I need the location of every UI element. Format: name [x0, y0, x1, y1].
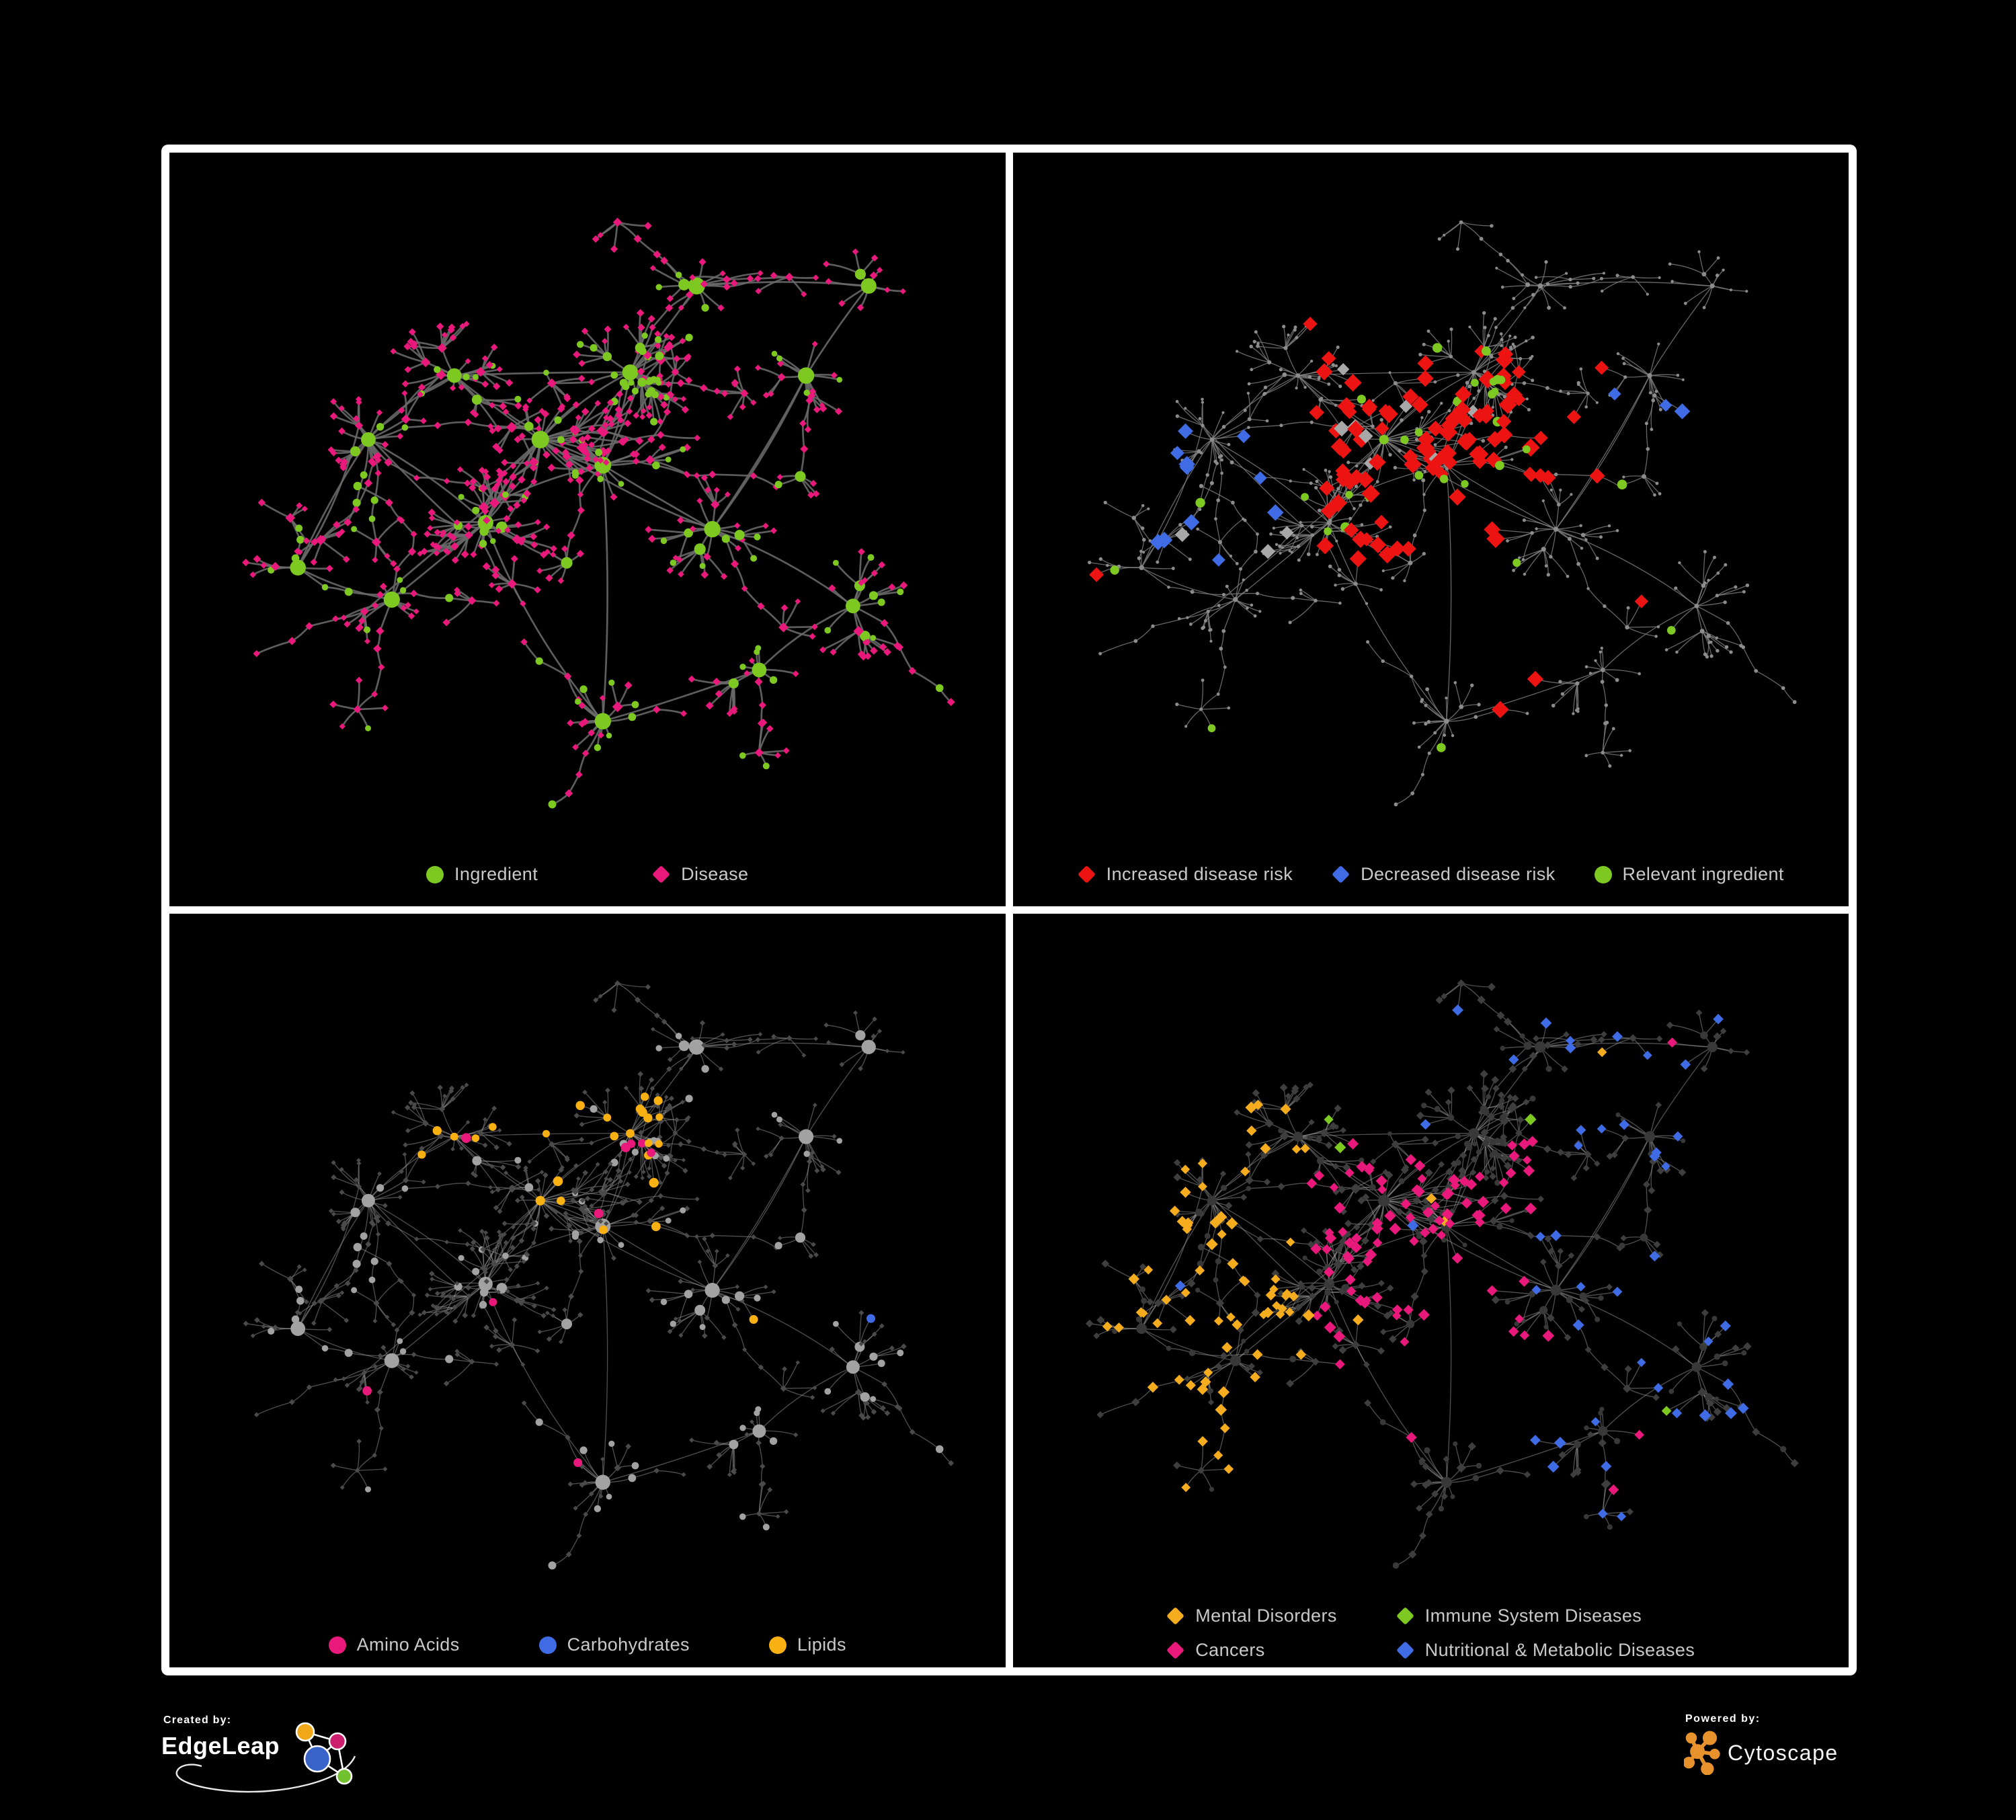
edgeleap-logo	[175, 1722, 356, 1793]
panel-disease-risk: Increased disease risk Decreased disease…	[1012, 153, 1849, 906]
edgeleap-wordmark: EdgeLeap	[161, 1732, 280, 1759]
network-graph-ingredient-disease	[242, 217, 955, 809]
legend-label: Ingredient	[454, 864, 538, 884]
edgeleap-node-magenta	[328, 1732, 347, 1751]
legend-item: Nutritional & Metabolic Diseases	[1396, 1640, 1695, 1661]
powered-by-block: Powered by: Cytoscape	[1684, 1713, 1966, 1801]
edgeleap-node-green	[335, 1768, 353, 1785]
legend-label: Mental Disorders	[1195, 1606, 1337, 1626]
edgeleap-node-blue	[303, 1745, 331, 1773]
legend-marker-disease	[652, 865, 671, 883]
edgeleap-node-orange	[295, 1722, 315, 1742]
edgeleap-network	[295, 1722, 353, 1785]
legend: Ingredient Disease	[169, 864, 1006, 885]
legend-marker-immune-diseases	[1396, 1607, 1414, 1625]
legend-marker-carbohydrates	[538, 1636, 557, 1654]
legend-item: Relevant ingredient	[1594, 864, 1784, 885]
created-by-label: Created by:	[163, 1714, 232, 1726]
cytoscape-wordmark: Cytoscape	[1728, 1740, 1839, 1765]
powered-by-label: Powered by:	[1685, 1713, 1761, 1725]
legend-marker-cancers	[1166, 1641, 1185, 1659]
legend-label: Carbohydrates	[567, 1634, 690, 1655]
legend-marker-amino-acids	[328, 1636, 346, 1654]
panel-ingredient-classes: Amino Acids Carbohydrates Lipids	[169, 914, 1006, 1667]
legend-marker-relevant-ingredient	[1594, 865, 1612, 883]
legend-label: Relevant ingredient	[1622, 864, 1784, 884]
legend: Amino Acids Carbohydrates Lipids	[169, 1634, 1006, 1655]
legend-label: Amino Acids	[356, 1634, 460, 1655]
network-graph-disease-classes	[1085, 979, 1799, 1569]
legend-item: Mental Disorders	[1166, 1606, 1336, 1626]
panel-disease-classes: Mental Disorders Immune System Diseases …	[1012, 914, 1849, 1667]
legend-item: Immune System Diseases	[1396, 1606, 1642, 1626]
legend-item: Carbohydrates	[538, 1634, 690, 1655]
legend-label: Immune System Diseases	[1424, 1606, 1642, 1626]
legend-item: Cancers	[1166, 1640, 1264, 1661]
legend-label: Cancers	[1195, 1640, 1265, 1660]
legend-marker-decreased-risk	[1332, 865, 1350, 883]
cytoscape-logo	[1684, 1731, 1720, 1775]
legend: Increased disease risk Decreased disease…	[1013, 864, 1849, 885]
legend-item: Disease	[652, 864, 748, 885]
legend-marker-ingredient	[426, 865, 444, 883]
legend-label: Nutritional & Metabolic Diseases	[1424, 1640, 1695, 1660]
created-by-block: Created by: EdgeLeap	[161, 1714, 383, 1815]
cytoscape-glyph	[1684, 1731, 1720, 1775]
network-graph-ingredient-classes	[243, 980, 955, 1570]
legend: Mental Disorders Immune System Diseases …	[1013, 1606, 1849, 1661]
legend-label: Increased disease risk	[1106, 864, 1293, 884]
legend-marker-lipids	[768, 1636, 787, 1654]
panel-ingredient-disease: Ingredient Disease	[169, 153, 1006, 906]
legend-item: Ingredient	[426, 864, 538, 885]
legend-marker-nutritional-metabolic	[1396, 1641, 1414, 1659]
legend-label: Disease	[681, 864, 749, 884]
legend-item: Decreased disease risk	[1332, 864, 1555, 885]
legend-label: Lipids	[797, 1634, 846, 1655]
legend-marker-increased-risk	[1077, 865, 1096, 883]
legend-item: Lipids	[768, 1634, 846, 1655]
edgeleap-swoosh	[175, 1755, 356, 1793]
legend-item: Increased disease risk	[1077, 864, 1293, 885]
panel-grid: Ingredient Disease Increased disease ris…	[161, 145, 1857, 1675]
legend-item: Amino Acids	[328, 1634, 460, 1655]
legend-label: Decreased disease risk	[1361, 864, 1556, 884]
network-graph-disease-risk	[1087, 220, 1797, 807]
legend-marker-mental-disorders	[1166, 1607, 1185, 1625]
